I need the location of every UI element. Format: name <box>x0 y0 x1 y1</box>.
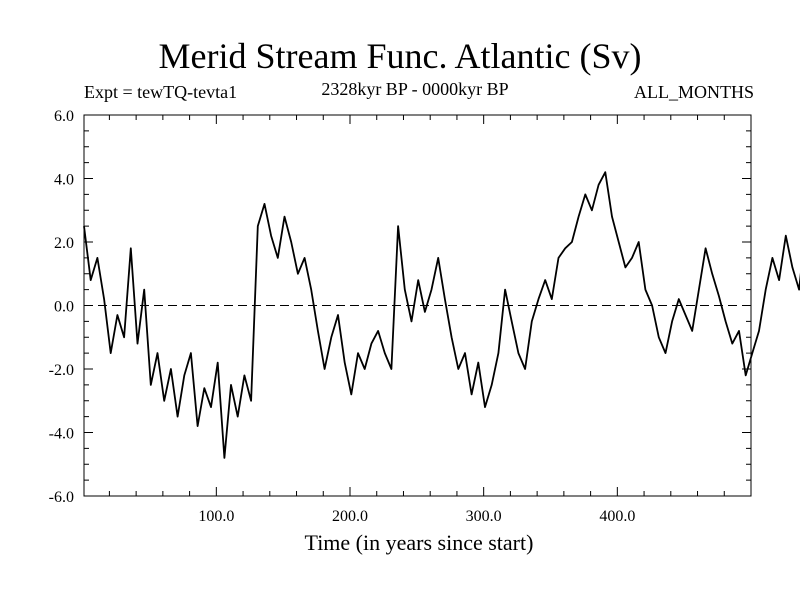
y-tick-label: 6.0 <box>54 108 74 125</box>
experiment-label: Expt = tewTQ-tevta1 <box>84 82 238 102</box>
y-tick-label: 2.0 <box>54 235 74 252</box>
months-label: ALL_MONTHS <box>634 82 754 102</box>
x-axis-label: Time (in years since start) <box>305 530 534 555</box>
plot-frame <box>83 114 752 497</box>
time-range-label: 2328kyr BP - 0000kyr BP <box>321 79 509 99</box>
x-tick-label: 200.0 <box>332 508 368 525</box>
y-tick-label: 0.0 <box>54 299 74 316</box>
x-tick-label: 400.0 <box>599 508 635 525</box>
y-tick-label: 4.0 <box>54 172 74 189</box>
x-tick-label: 300.0 <box>466 508 502 525</box>
y-tick-label: -6.0 <box>49 489 74 506</box>
chart-title: Merid Stream Func. Atlantic (Sv) <box>158 36 642 76</box>
series-line-0 <box>83 171 800 459</box>
y-tick-label: -4.0 <box>49 426 74 443</box>
x-tick-label: 100.0 <box>198 508 234 525</box>
y-tick-label: -2.0 <box>49 362 74 379</box>
